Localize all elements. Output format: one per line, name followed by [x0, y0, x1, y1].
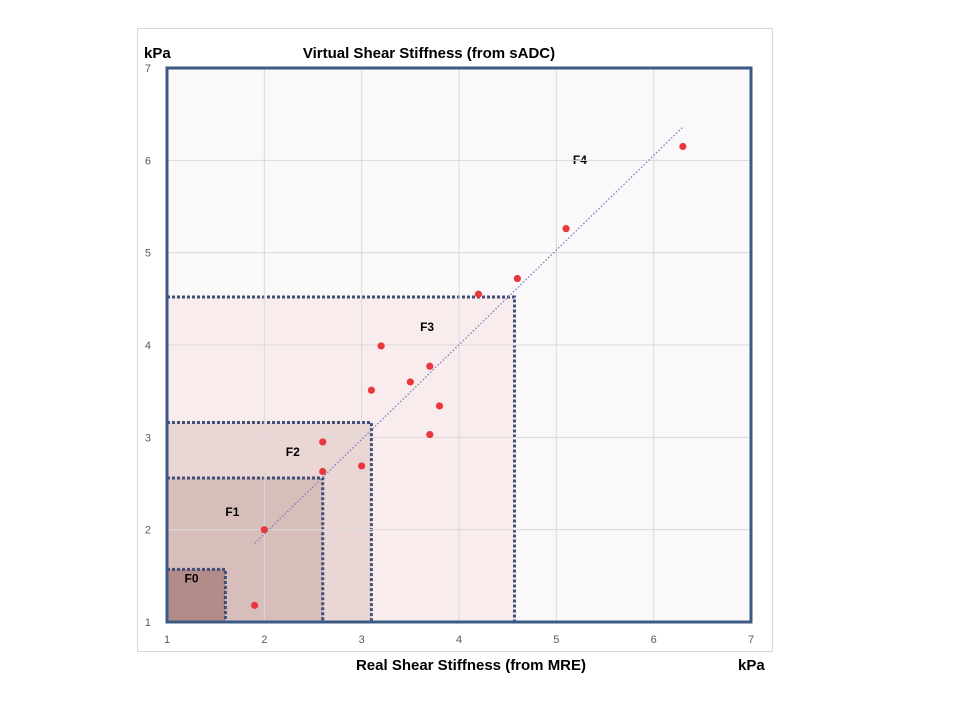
y-tick-label: 3: [145, 432, 151, 444]
zone-label-f2: F2: [286, 445, 300, 459]
y-tick-label: 4: [145, 340, 151, 352]
data-point: [319, 438, 327, 446]
data-point: [406, 378, 414, 386]
data-point: [358, 462, 366, 470]
data-point: [377, 342, 385, 350]
chart-frame: [137, 28, 773, 652]
data-point: [435, 402, 444, 410]
x-tick-label: 7: [748, 634, 754, 646]
data-point: [426, 430, 434, 439]
x-axis-unit: kPa: [738, 657, 765, 674]
y-tick-label: 7: [145, 63, 151, 75]
trendline: [254, 126, 684, 544]
data-point: [426, 362, 434, 370]
data-point: [679, 142, 687, 151]
zone-label-f3: F3: [420, 320, 434, 334]
x-tick-label: 3: [359, 634, 365, 646]
x-tick-label: 2: [261, 634, 267, 646]
data-point: [251, 601, 259, 609]
x-tick-label: 1: [164, 634, 170, 646]
x-tick-label: 5: [553, 634, 559, 646]
y-tick-label: 5: [145, 248, 151, 260]
data-point: [513, 274, 522, 283]
data-point: [562, 225, 570, 233]
x-tick-label: 4: [456, 634, 462, 646]
zone-label-f0: F0: [185, 571, 199, 585]
x-tick-label: 6: [651, 634, 657, 646]
x-axis-label: Real Shear Stiffness (from MRE): [356, 657, 586, 674]
plot-border: [165, 66, 753, 624]
y-axis-unit: kPa: [144, 45, 171, 62]
data-point: [260, 526, 268, 534]
data-point: [474, 290, 483, 298]
data-point: [367, 386, 375, 394]
y-tick-label: 1: [145, 617, 151, 629]
zone-label-f1: F1: [225, 505, 239, 519]
y-tick-label: 6: [145, 155, 151, 167]
y-tick-label: 2: [145, 525, 151, 537]
chart-title: Virtual Shear Stiffness (from sADC): [303, 45, 555, 62]
data-point: [319, 467, 327, 476]
